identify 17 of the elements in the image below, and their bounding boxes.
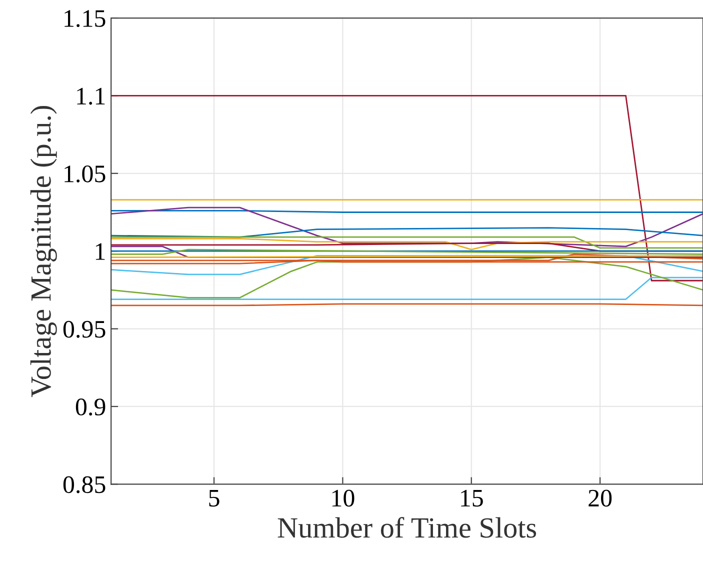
x-tick-label: 5 xyxy=(209,490,220,507)
line-series xyxy=(111,206,703,248)
y-tick-label: 0.95 xyxy=(63,320,106,338)
y-tick-label: 1.05 xyxy=(64,165,106,182)
x-tick-label: 15 xyxy=(461,490,483,507)
line-series xyxy=(111,255,703,276)
y-tick-label: 1.1 xyxy=(77,88,105,105)
x-axis-title: Number of Time Slots xyxy=(278,516,536,538)
x-tick-label: 20 xyxy=(588,490,612,507)
y-axis-title: Voltage Magnitude (p.u.) xyxy=(30,106,57,398)
line-series xyxy=(111,254,703,264)
y-tick-label: 1.15 xyxy=(64,10,106,28)
line-series xyxy=(111,227,703,238)
y-tick-label: 1 xyxy=(96,243,105,260)
y-tick-label: 0.85 xyxy=(63,476,106,494)
y-tick-label: 0.9 xyxy=(76,398,106,416)
x-tick-label: 10 xyxy=(332,490,354,507)
